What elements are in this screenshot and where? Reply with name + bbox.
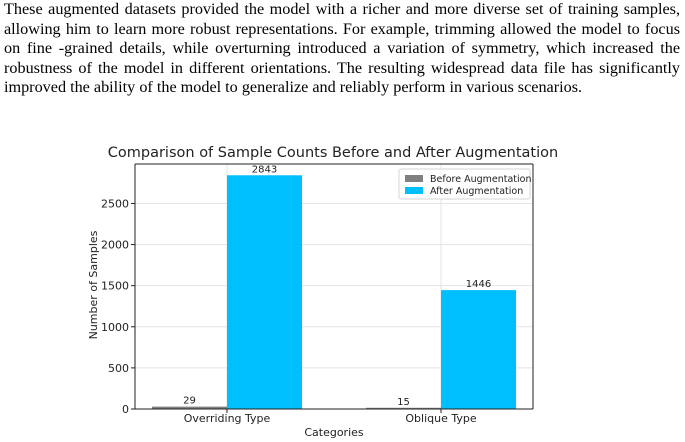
data-label: 15: [397, 397, 410, 408]
bars: [152, 175, 516, 409]
bar: [227, 175, 302, 409]
legend-box: [398, 168, 531, 200]
x-tick-label: Overriding Type: [184, 412, 271, 425]
body-paragraph: These augmented datasets provided the mo…: [4, 0, 680, 97]
x-ticks: Overriding Type Oblique Type: [184, 409, 477, 425]
bar: [366, 407, 441, 409]
y-tick-label: 1500: [101, 280, 129, 293]
legend-swatch: [405, 175, 423, 182]
bar: [152, 406, 227, 409]
x-tick-label: Oblique Type: [405, 412, 476, 425]
axes: [134, 163, 534, 410]
data-label: 2843: [252, 164, 277, 175]
y-ticks: 0 500 1000 1500 2000 2500: [101, 197, 135, 416]
data-label: 29: [183, 396, 196, 407]
legend-label: After Augmentation: [430, 186, 523, 197]
y-tick-label: 500: [108, 362, 129, 375]
data-labels: 29 15 2843 1446: [183, 164, 491, 408]
bar: [441, 290, 516, 409]
y-tick-label: 1000: [101, 321, 129, 334]
data-label: 1446: [466, 279, 491, 290]
legend-label: Before Augmentation: [430, 174, 532, 185]
y-tick-label: 2000: [101, 239, 129, 252]
y-tick-label: 0: [122, 403, 129, 416]
legend-swatch: [405, 187, 423, 194]
y-tick-label: 2500: [101, 197, 129, 210]
chart-title: Comparison of Sample Counts Before and A…: [108, 145, 558, 161]
y-axis-label: Number of Samples: [87, 230, 100, 339]
x-axis-label: Categories: [304, 426, 364, 439]
